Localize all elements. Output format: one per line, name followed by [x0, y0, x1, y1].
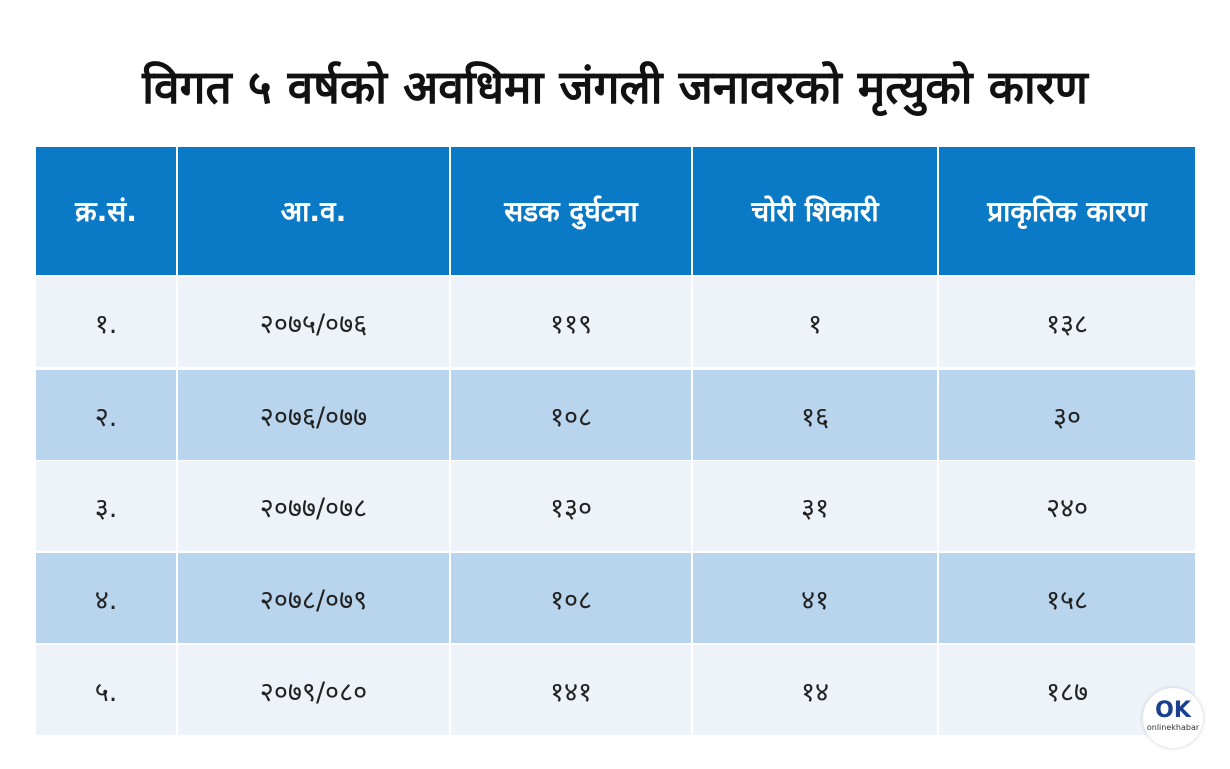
table-cell: २०७९/०८० [178, 645, 449, 735]
logo-mark: OK [1155, 698, 1191, 723]
table-cell: ३० [939, 370, 1195, 460]
table-cell: १ [693, 277, 937, 367]
logo-text: onlinekhabar [1146, 723, 1200, 732]
table-cell: १६ [693, 370, 937, 460]
table-cell: १०८ [451, 553, 691, 643]
table-cell: १५८ [939, 553, 1195, 643]
column-header: सडक दुर्घटना [451, 147, 691, 275]
table-cell: ४. [36, 553, 176, 643]
table-cell: २०७६/०७७ [178, 370, 449, 460]
table-cell: ११९ [451, 277, 691, 367]
column-header: चोरी शिकारी [693, 147, 937, 275]
table-cell: ३. [36, 461, 176, 551]
table-cell: १३० [451, 461, 691, 551]
table-cell: २०७८/०७९ [178, 553, 449, 643]
table-cell: ४१ [693, 553, 937, 643]
table-cell: २०७५/०७६ [178, 277, 449, 367]
table-cell: १४ [693, 645, 937, 735]
logo: OK onlinekhabar [1143, 688, 1203, 748]
table-cell: ३१ [693, 461, 937, 551]
table-cell: १३८ [939, 277, 1195, 367]
table-cell: १४१ [451, 645, 691, 735]
table-cell: २४० [939, 461, 1195, 551]
table-cell: २०७७/०७८ [178, 461, 449, 551]
column-header: प्राकृतिक कारण [939, 147, 1195, 275]
column-header: आ.व. [178, 147, 449, 275]
column-header: क्र.सं. [36, 147, 176, 275]
title: विगत ५ वर्षको अवधिमा जंगली जनावरको मृत्य… [142, 60, 1088, 114]
table-cell: ५. [36, 645, 176, 735]
table-cell: १. [36, 277, 176, 367]
table-cell: २. [36, 370, 176, 460]
table-cell: १०८ [451, 370, 691, 460]
